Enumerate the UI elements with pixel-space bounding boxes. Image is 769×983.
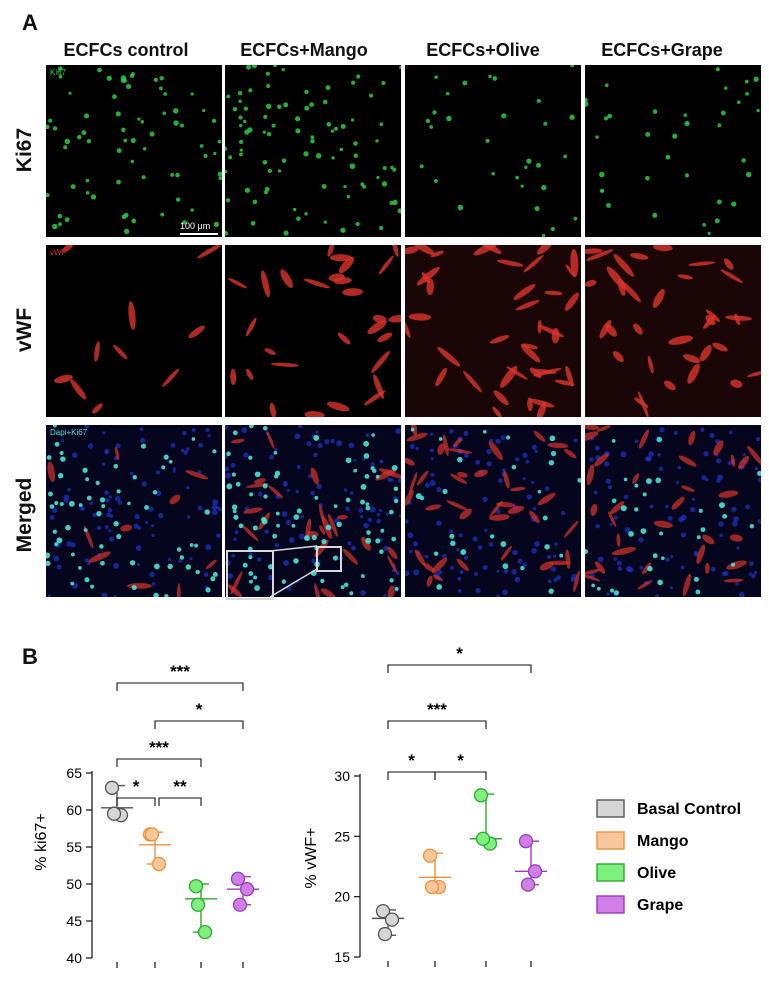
y-tick-label: 65: [66, 765, 82, 781]
data-point-grape: [230, 871, 246, 886]
data-point-olive: [475, 831, 491, 846]
column-header-grape: ECFCs+Grape: [601, 40, 723, 60]
row-label-ki67: Ki67: [13, 127, 36, 173]
micrograph-merged-mango: [225, 425, 401, 597]
y-tick-label: 45: [66, 913, 82, 929]
significance-bracket: [116, 758, 202, 767]
y-tick-label: 30: [334, 768, 350, 784]
legend-label-grape: Grape: [637, 897, 683, 914]
significance-label: *: [408, 751, 415, 770]
ki67-y-axis-label: % ki67+: [33, 813, 50, 870]
data-point-basal-control: [104, 780, 120, 795]
y-tick-label: 55: [66, 839, 82, 855]
micrograph-ki67-grape: [585, 65, 761, 237]
zoom-inset-box: [226, 550, 274, 600]
micrograph-vwf-grape: [585, 245, 761, 417]
y-tick-label: 15: [334, 949, 350, 965]
data-point-olive: [190, 897, 206, 912]
ki67-channel-tag: Ki67: [50, 68, 67, 77]
legend: Basal Control Mango Olive Grape: [596, 799, 741, 914]
vwf-channel-tag: vWF: [50, 248, 67, 257]
legend-item-olive: Olive: [596, 863, 676, 882]
legend-swatch-olive: [596, 863, 625, 882]
micrograph-merged-olive: [405, 425, 581, 597]
significance-bracket: [387, 664, 532, 673]
significance-label: **: [173, 777, 187, 796]
legend-item-mango: Mango: [596, 831, 689, 850]
y-tick-label: 40: [66, 950, 82, 966]
column-header-control: ECFCs control: [63, 40, 189, 60]
significance-label: *: [196, 700, 203, 719]
legend-swatch-basal-control: [596, 799, 625, 818]
data-point-mango: [424, 879, 440, 895]
micrograph-merged-grape: [585, 425, 761, 597]
data-point-grape: [232, 897, 248, 912]
legend-label-basal-control: Basal Control: [637, 801, 741, 818]
micrograph-merged-control: [46, 425, 222, 597]
row-label-vwf: vWF: [13, 307, 36, 353]
vwf-y-axis-label: % vWF+: [303, 828, 320, 889]
significance-bracket: [116, 682, 244, 691]
legend-label-olive: Olive: [637, 865, 676, 882]
data-point-olive: [188, 879, 204, 894]
column-header-mango: ECFCs+Mango: [240, 40, 368, 60]
data-point-olive: [473, 788, 489, 803]
significance-label: ***: [170, 662, 190, 681]
significance-bracket: [434, 771, 487, 780]
significance-label: ***: [427, 700, 447, 719]
legend-swatch-mango: [596, 831, 625, 850]
significance-bracket: [158, 797, 202, 806]
micrograph-ki67-mango: [225, 65, 401, 237]
micrograph-ki67-olive: [405, 65, 581, 237]
significance-bracket: [154, 720, 244, 729]
data-point-mango: [151, 856, 167, 872]
data-point-grape: [520, 877, 536, 892]
significance-label: *: [456, 644, 463, 663]
legend-item-grape: Grape: [596, 895, 683, 914]
legend-label-mango: Mango: [637, 833, 689, 850]
column-header-olive: ECFCs+Olive: [426, 40, 540, 60]
significance-bracket: [387, 771, 436, 780]
data-point-olive: [197, 924, 213, 940]
micrograph-ki67-control: [46, 65, 222, 237]
data-point-basal-control: [106, 806, 122, 821]
data-point-basal-control: [377, 926, 393, 942]
panel-a-label: A: [22, 10, 38, 35]
significance-label: *: [133, 777, 140, 796]
data-point-grape: [518, 834, 534, 849]
data-point-mango: [144, 827, 160, 842]
scale-bar: [180, 233, 218, 235]
y-tick-label: 50: [66, 876, 82, 892]
significance-label: *: [457, 751, 464, 770]
data-point-basal-control: [375, 903, 391, 919]
row-label-merged: Merged: [13, 477, 36, 553]
legend-swatch-grape: [596, 895, 625, 914]
micrograph-vwf-mango: [225, 245, 401, 417]
legend-item-basal-control: Basal Control: [596, 799, 741, 818]
y-tick-label: 20: [334, 889, 350, 905]
micrograph-vwf-control: [46, 245, 222, 417]
panel-b-label: B: [22, 644, 38, 669]
y-tick-label: 60: [66, 802, 82, 818]
data-point-mango: [422, 848, 438, 863]
significance-label: ***: [149, 738, 169, 757]
micrograph-vwf-olive: [405, 245, 581, 417]
data-point-basal-control: [384, 912, 400, 927]
significance-bracket: [116, 797, 156, 806]
merged-channel-tag: Dapi+Ki67: [50, 428, 88, 437]
data-point-grape: [527, 864, 543, 879]
zoom-source-box: [316, 546, 342, 572]
data-point-grape: [239, 882, 255, 897]
scale-bar-label: 100 μm: [180, 221, 211, 231]
significance-bracket: [387, 720, 487, 729]
y-tick-label: 25: [334, 828, 350, 844]
zoom-connector-lines: [270, 545, 318, 598]
